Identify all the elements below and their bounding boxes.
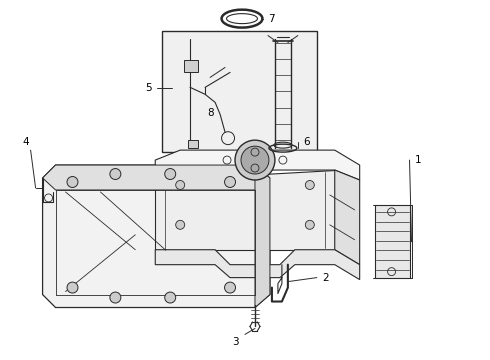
Text: 2: 2 xyxy=(322,273,328,283)
Text: 1: 1 xyxy=(415,155,421,165)
Text: 5: 5 xyxy=(146,84,152,93)
Circle shape xyxy=(165,292,176,303)
Text: 6: 6 xyxy=(303,137,310,147)
Circle shape xyxy=(165,168,176,180)
Bar xyxy=(188,140,198,148)
Circle shape xyxy=(241,146,269,174)
Circle shape xyxy=(224,282,236,293)
Circle shape xyxy=(305,180,314,189)
Polygon shape xyxy=(43,165,270,307)
Circle shape xyxy=(235,140,275,180)
Polygon shape xyxy=(155,150,360,180)
Polygon shape xyxy=(255,165,270,307)
Polygon shape xyxy=(335,170,360,265)
Circle shape xyxy=(110,292,121,303)
Circle shape xyxy=(67,282,78,293)
Circle shape xyxy=(67,176,78,188)
Circle shape xyxy=(176,180,185,189)
Text: 4: 4 xyxy=(23,137,29,147)
Polygon shape xyxy=(155,170,335,250)
Bar xyxy=(184,60,198,72)
Polygon shape xyxy=(43,165,270,190)
Polygon shape xyxy=(155,250,360,280)
Circle shape xyxy=(305,220,314,229)
Circle shape xyxy=(110,168,121,180)
Bar xyxy=(162,31,317,152)
Circle shape xyxy=(224,176,236,188)
Text: 3: 3 xyxy=(232,337,239,347)
Circle shape xyxy=(176,220,185,229)
Polygon shape xyxy=(375,205,410,278)
Text: 8: 8 xyxy=(207,108,214,118)
Text: 7: 7 xyxy=(268,14,274,24)
